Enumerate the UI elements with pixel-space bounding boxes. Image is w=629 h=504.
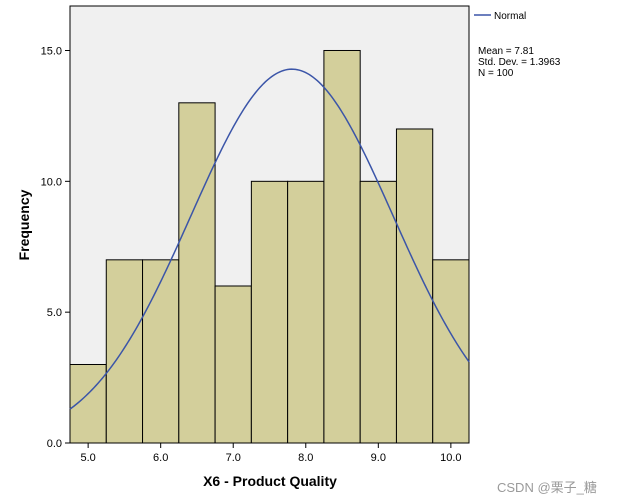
histogram-bar-5 <box>250 180 289 444</box>
legend-label-normal: Normal <box>494 11 526 22</box>
histogram-bar-9 <box>395 128 434 444</box>
bars-layer <box>69 49 470 444</box>
normal-curve-layer <box>69 68 470 410</box>
x-axis-title: X6 - Product Quality <box>203 473 337 489</box>
stats-std-dev: Std. Dev. = 1.3963 <box>478 57 561 68</box>
x-tick-label-0: 5.0 <box>80 452 95 464</box>
watermark: CSDN @栗子_糖 <box>497 480 597 495</box>
y-tick-label-1: 5.0 <box>47 307 62 319</box>
y-axis-title: Frequency <box>16 189 32 260</box>
histogram-bar-1 <box>105 259 144 444</box>
histogram-bar-8 <box>359 180 397 444</box>
histogram-bar-3 <box>178 102 216 444</box>
x-tick-label-1: 6.0 <box>153 452 168 464</box>
normal-curve-line <box>69 68 470 410</box>
histogram-bar-2 <box>142 259 180 444</box>
stats-box: Mean = 7.81 Std. Dev. = 1.3963 N = 100 <box>478 46 561 79</box>
axis-layer: 0.0 5.0 10.0 15.0 5.0 6.0 7.0 8.0 9.0 10.0 <box>41 45 462 464</box>
stats-mean: Mean = 7.81 <box>478 46 534 57</box>
histogram-bar-10 <box>432 259 470 444</box>
y-tick-label-0: 0.0 <box>47 438 62 450</box>
x-tick-label-2: 7.0 <box>226 452 241 464</box>
x-tick-label-5: 10.0 <box>440 452 461 464</box>
histogram-bar-6 <box>287 180 325 444</box>
y-tick-label-3: 15.0 <box>41 45 62 57</box>
histogram-bar-0 <box>69 363 107 444</box>
x-tick-label-3: 8.0 <box>298 452 313 464</box>
histogram-bar-7 <box>323 49 361 444</box>
legend: Normal <box>474 11 526 22</box>
stats-n: N = 100 <box>478 68 514 79</box>
histogram-bar-4 <box>214 285 252 444</box>
x-tick-label-4: 9.0 <box>371 452 386 464</box>
y-tick-label-2: 10.0 <box>41 176 62 188</box>
